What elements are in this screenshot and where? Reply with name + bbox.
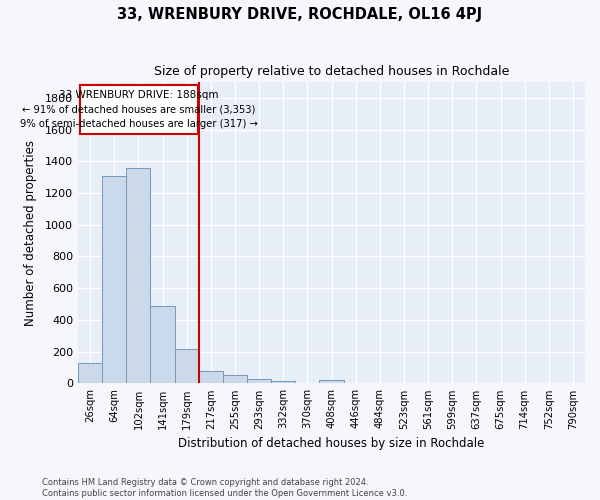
Y-axis label: Number of detached properties: Number of detached properties (24, 140, 37, 326)
Bar (199, 370, 223, 384)
Bar (127, 168, 151, 384)
Bar (80, 85, 197, 134)
Text: Contains HM Land Registry data © Crown copyright and database right 2024.
Contai: Contains HM Land Registry data © Crown c… (42, 478, 407, 498)
Text: ← 91% of detached houses are smaller (3,353): ← 91% of detached houses are smaller (3,… (22, 104, 256, 114)
Bar (319, 380, 344, 384)
X-axis label: Distribution of detached houses by size in Rochdale: Distribution of detached houses by size … (178, 437, 485, 450)
Bar (78, 363, 102, 384)
Text: 33 WRENBURY DRIVE: 188sqm: 33 WRENBURY DRIVE: 188sqm (59, 90, 219, 100)
Bar (223, 376, 247, 384)
Text: 9% of semi-detached houses are larger (317) →: 9% of semi-detached houses are larger (3… (20, 118, 258, 128)
Title: Size of property relative to detached houses in Rochdale: Size of property relative to detached ho… (154, 65, 509, 78)
Bar (102, 176, 127, 384)
Bar (151, 306, 175, 384)
Bar (247, 379, 271, 384)
Bar (175, 348, 199, 384)
Text: 33, WRENBURY DRIVE, ROCHDALE, OL16 4PJ: 33, WRENBURY DRIVE, ROCHDALE, OL16 4PJ (118, 8, 482, 22)
Bar (271, 381, 295, 384)
